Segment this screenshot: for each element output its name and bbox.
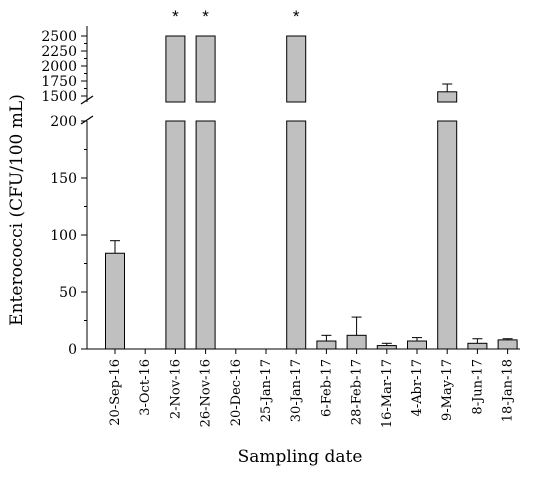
x-tick-label: 30-Jan-17 [289,359,304,422]
y-tick-label: 100 [50,228,77,244]
y-tick-label: 1500 [41,89,77,105]
bar [316,340,337,350]
y-tick-label: 150 [50,171,77,187]
axis-break-mark [80,115,94,125]
y-tick-label: 1750 [41,74,77,90]
significance-star: * [172,7,179,26]
x-tick-label: 20-Sep-16 [108,359,123,426]
bar-upper-segment [195,35,216,103]
y-tick-label: 2000 [41,59,77,75]
x-tick-label: 2-Nov-16 [168,359,183,419]
y-tick-label: 2250 [41,44,77,60]
bar [467,342,488,350]
x-tick-label: 3-Oct-16 [138,359,153,416]
x-tick-label: 6-Feb-17 [319,359,334,417]
significance-star: * [202,7,209,26]
bar-upper-segment [165,35,186,103]
bar-upper-segment [437,91,458,103]
x-tick-label: 25-Jan-17 [259,359,274,422]
bar [437,120,458,350]
x-axis-title: Sampling date [238,447,363,467]
x-tick-label: 8-Jun-17 [470,359,485,415]
axis-break-mark [80,95,94,105]
bars [105,35,518,350]
bar [407,340,427,350]
x-tick-label: 26-Nov-16 [199,359,214,427]
y-tick-label: 50 [59,285,77,301]
bar [195,120,216,350]
x-tick-label: 28-Feb-17 [350,359,365,425]
y-axis-title: Enterococci (CFU/100 mL) [7,94,27,326]
x-tick-label: 20-Dec-16 [229,359,244,426]
bar [105,252,125,350]
x-tick-label: 16-Mar-17 [380,359,395,428]
bar [376,345,397,350]
x-tick-label: 18-Jan-18 [501,359,516,422]
y-tick-label: 200 [50,114,77,130]
bar [165,120,186,350]
y-tick-label: 2500 [41,29,77,45]
bar [286,120,307,350]
x-tick-label: 9-May-17 [440,359,455,421]
bar [497,339,518,350]
significance-star: * [293,7,300,26]
y-tick-label: 0 [68,342,77,358]
x-tick-label: 4-Abr-17 [410,359,425,417]
bar [346,334,367,350]
bar-upper-segment [286,35,307,103]
